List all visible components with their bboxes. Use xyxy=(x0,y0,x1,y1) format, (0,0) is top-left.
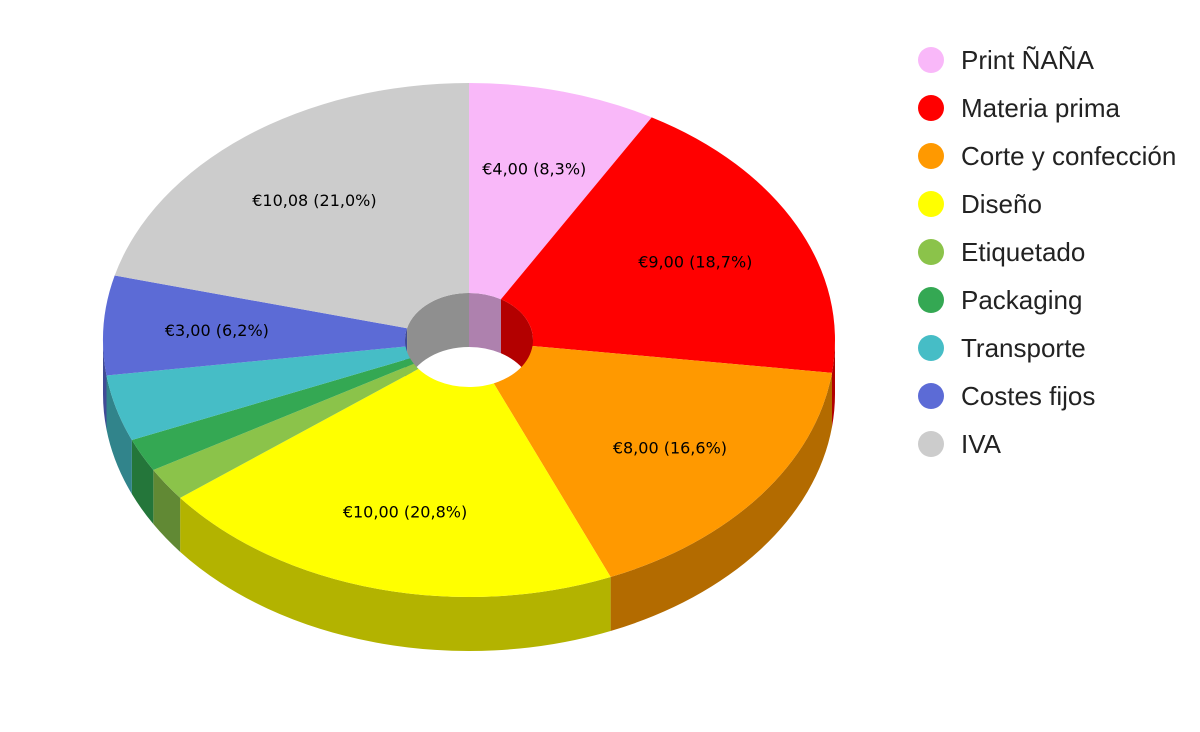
legend-label-corte-y-confeccion: Corte y confección xyxy=(961,140,1177,171)
pie-hole-wall-print-nana xyxy=(469,293,501,354)
legend-swatch-iva xyxy=(918,431,944,457)
legend-swatch-costes-fijos xyxy=(918,383,944,409)
pie-slice-transporte[interactable] xyxy=(106,346,411,441)
legend-swatch-packaging xyxy=(918,287,944,313)
legend-label-transporte: Transporte xyxy=(961,332,1086,363)
pie-side-corte-y-confeccion xyxy=(610,372,833,631)
legend-swatch-etiquetado xyxy=(918,239,944,265)
data-label-diseno: €10,00 (20,8%) xyxy=(343,503,467,522)
pie-slice-diseno[interactable] xyxy=(180,368,611,598)
legend-item-corte-y-confeccion[interactable]: Corte y confección xyxy=(918,132,1200,180)
legend-item-diseno[interactable]: Diseño xyxy=(918,180,1200,228)
data-label-print-nana: €4,00 (8,3%) xyxy=(482,160,586,179)
pie-tops-layer xyxy=(102,83,835,598)
data-label-corte-y-confeccion: €8,00 (16,6%) xyxy=(613,438,727,457)
pie-side-transporte xyxy=(106,375,132,495)
pie-slice-iva[interactable] xyxy=(114,83,469,329)
legend-label-diseno: Diseño xyxy=(961,188,1042,219)
legend-swatch-diseno xyxy=(918,191,944,217)
pie-slice-costes-fijos[interactable] xyxy=(102,275,408,376)
legend-swatch-corte-y-confeccion xyxy=(918,143,944,169)
pie-side-costes-fijos xyxy=(103,340,107,430)
legend-swatch-transporte xyxy=(918,335,944,361)
pie-hole-wall-iva xyxy=(407,293,469,383)
pie-data-labels: €4,00 (8,3%) €9,00 (18,7%) €8,00 (16,6%) €1… xyxy=(165,160,753,522)
legend-label-etiquetado: Etiquetado xyxy=(961,236,1086,267)
pie-slice-print-nana[interactable] xyxy=(469,83,652,300)
data-label-costes-fijos: €3,00 (6,2%) xyxy=(165,321,269,340)
legend-item-costes-fijos[interactable]: Costes fijos xyxy=(918,372,1200,420)
pie-side-etiquetado xyxy=(153,470,181,552)
pie-side-diseno xyxy=(180,497,611,651)
pie-slice-materia-prima[interactable] xyxy=(500,117,835,373)
legend-item-materia-prima[interactable]: Materia prima xyxy=(918,84,1200,132)
legend-label-packaging: Packaging xyxy=(961,284,1083,315)
pie-slice-packaging[interactable] xyxy=(131,358,414,471)
legend-label-print-nana: Print ÑAÑA xyxy=(961,44,1094,75)
legend-label-iva: IVA xyxy=(961,428,1001,459)
legend-item-transporte[interactable]: Transporte xyxy=(918,324,1200,372)
legend-item-packaging[interactable]: Packaging xyxy=(918,276,1200,324)
legend-item-iva[interactable]: IVA xyxy=(918,420,1200,468)
legend-item-etiquetado[interactable]: Etiquetado xyxy=(918,228,1200,276)
pie-side-materia-prima xyxy=(832,340,835,427)
legend-label-costes-fijos: Costes fijos xyxy=(961,380,1096,411)
pie-slice-corte-y-confeccion[interactable] xyxy=(493,346,833,577)
legend-swatch-materia-prima xyxy=(918,95,944,121)
legend-item-print-nana[interactable]: Print ÑAÑA xyxy=(918,36,1200,84)
pie-slice-etiquetado[interactable] xyxy=(153,363,419,498)
chart-legend: Print ÑAÑA Materia prima Corte y confecció… xyxy=(918,36,1200,468)
data-label-iva: €10,08 (21,0%) xyxy=(252,191,376,210)
pie-side-packaging xyxy=(131,440,154,525)
data-label-materia-prima: €9,00 (18,7%) xyxy=(638,252,752,271)
legend-swatch-print-nana xyxy=(918,47,944,73)
legend-label-materia-prima: Materia prima xyxy=(961,92,1120,123)
